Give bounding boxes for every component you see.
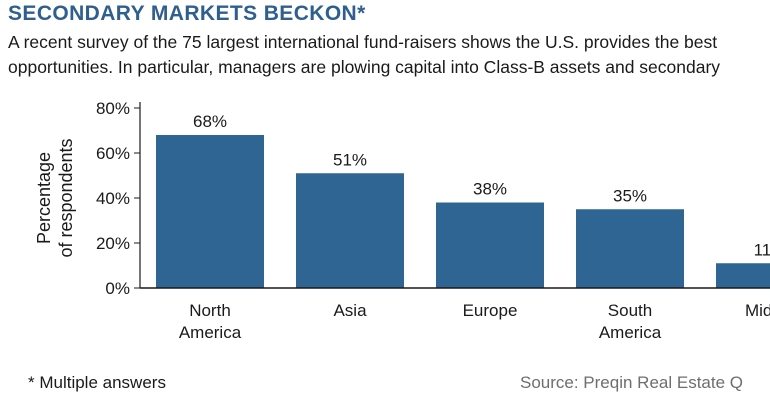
footnote: * Multiple answers <box>28 373 166 392</box>
bar <box>716 263 770 288</box>
bar-value-label: 51% <box>333 150 367 169</box>
bar <box>436 202 544 288</box>
bar <box>296 173 404 288</box>
source-note: Source: Preqin Real Estate Q <box>520 373 744 392</box>
category-label: America <box>179 323 242 342</box>
category-label: America <box>599 323 662 342</box>
y-axis-title: of respondents <box>56 138 76 257</box>
category-label: Middle <box>745 301 770 320</box>
category-label: Asia <box>333 301 367 320</box>
chart-title: SECONDARY MARKETS BECKON* <box>8 2 366 25</box>
bar-value-label: 68% <box>193 112 227 131</box>
bar-value-label: 38% <box>473 180 507 199</box>
y-tick-label: 20% <box>96 234 130 253</box>
chart-subtitle: A recent survey of the 75 largest intern… <box>8 30 770 80</box>
category-label: North <box>189 301 231 320</box>
bar <box>576 209 684 288</box>
subtitle-line-2: opportunities. In particular, managers a… <box>8 57 721 77</box>
bar-value-label: 11% <box>754 240 770 259</box>
subtitle-line-1: A recent survey of the 75 largest intern… <box>8 32 718 52</box>
y-tick-label: 60% <box>96 144 130 163</box>
y-tick-label: 80% <box>96 99 130 118</box>
y-tick-label: 40% <box>96 189 130 208</box>
y-tick-label: 0% <box>105 279 130 298</box>
category-label: Europe <box>463 301 518 320</box>
bar <box>156 135 264 288</box>
y-axis-title: Percentage <box>34 152 54 244</box>
bar-value-label: 35% <box>613 186 647 205</box>
category-label: South <box>608 301 652 320</box>
